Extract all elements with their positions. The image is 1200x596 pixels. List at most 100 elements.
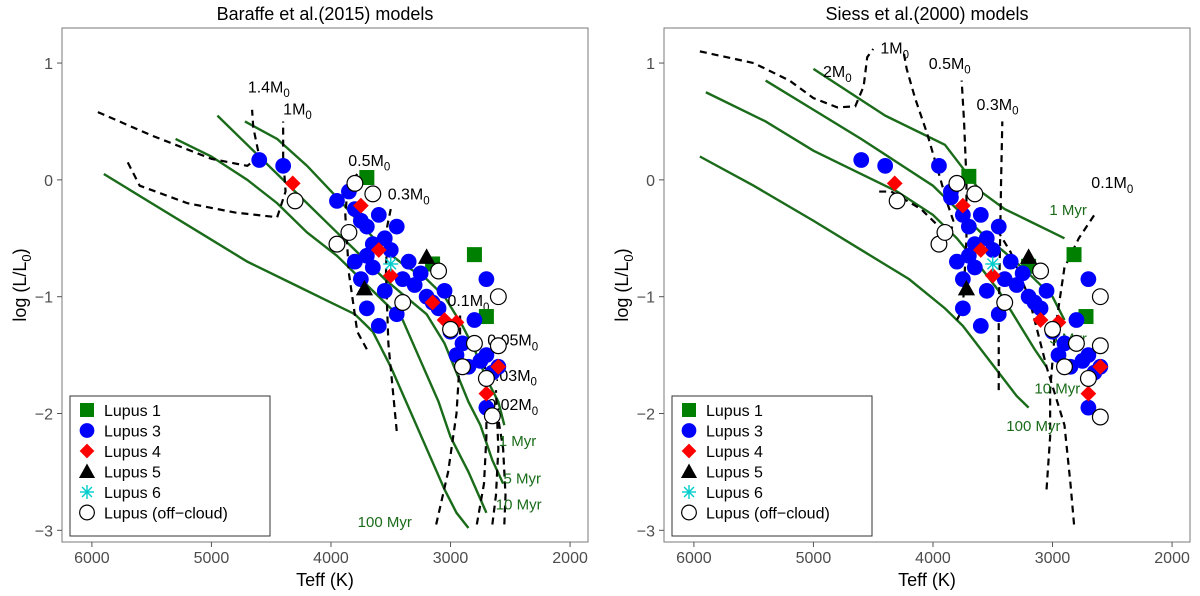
mass-track-label: 0.3M0 <box>977 97 1019 118</box>
data-point <box>417 248 436 264</box>
legend-label: Lupus 4 <box>706 444 763 461</box>
data-point <box>1067 334 1085 352</box>
data-point <box>355 279 374 296</box>
data-point <box>382 242 399 258</box>
data-point <box>454 335 471 352</box>
data-point <box>483 407 501 425</box>
data-points <box>853 152 1109 426</box>
data-point <box>966 185 984 203</box>
data-point <box>877 157 894 174</box>
legend-marker <box>79 423 95 438</box>
y-tick-label: −2 <box>35 407 53 424</box>
data-point <box>966 259 983 276</box>
data-point <box>383 256 399 272</box>
legend: Lupus 1 Lupus 3 Lupus 4 Lupus 5 Lupus 6 Lupus… <box>671 395 873 537</box>
isochrone-label: 100 Myr <box>1006 418 1060 435</box>
data-point <box>949 253 965 270</box>
y-tick-label: −3 <box>35 523 53 540</box>
data-point <box>972 318 989 334</box>
data-point <box>996 294 1014 311</box>
data-point <box>1038 282 1055 299</box>
data-point <box>1014 265 1031 282</box>
data-point <box>1091 337 1109 355</box>
data-point <box>424 294 441 311</box>
isochrone-label: 10 Myr <box>496 496 542 513</box>
data-point <box>1056 358 1073 376</box>
x-tick-label: 5000 <box>194 550 230 567</box>
data-point <box>478 385 495 402</box>
data-point <box>1044 320 1061 338</box>
data-point <box>466 247 482 263</box>
data-point <box>477 369 495 387</box>
mass-track-line <box>497 419 507 525</box>
legend-marker <box>681 423 697 438</box>
data-point <box>960 218 977 235</box>
isochrone-line <box>103 172 470 529</box>
data-point <box>251 152 268 168</box>
data-point <box>1080 347 1097 363</box>
y-tick-label: −2 <box>637 407 655 424</box>
isochrone-label: 1 Myr <box>499 433 537 450</box>
data-point <box>888 192 906 210</box>
data-point <box>358 300 375 317</box>
legend-label: Lupus 6 <box>706 485 763 502</box>
data-point <box>1019 248 1038 264</box>
mass-track-label: 0.1M0 <box>1091 175 1133 196</box>
mass-track-line <box>879 48 955 235</box>
data-point <box>382 267 399 284</box>
data-point <box>1092 358 1109 375</box>
data-point <box>436 282 453 299</box>
mass-track-line <box>997 231 1076 525</box>
mass-track-label: 2M0 <box>823 64 852 85</box>
data-point <box>284 175 301 192</box>
x-tick-label: 6000 <box>676 550 712 567</box>
isochrone-label: 100 Myr <box>358 514 412 531</box>
legend-marker <box>80 485 94 499</box>
legend: Lupus 1 Lupus 3 Lupus 4 Lupus 5 Lupus 6 Lupus… <box>69 395 271 537</box>
data-point <box>352 197 369 214</box>
x-axis-label: Teff (K) <box>296 570 354 590</box>
data-point <box>489 288 507 306</box>
data-point <box>954 300 971 317</box>
data-point <box>957 279 976 296</box>
x-tick-label: 2000 <box>1154 550 1190 567</box>
data-point <box>1079 369 1097 387</box>
mass-track-label: 0.5M0 <box>929 56 971 77</box>
data-point <box>478 309 494 325</box>
data-point <box>275 157 292 174</box>
y-tick-label: −3 <box>637 523 655 540</box>
data-point <box>984 267 1001 284</box>
data-point <box>1056 335 1073 352</box>
data-point <box>978 282 995 299</box>
data-point <box>936 223 954 241</box>
legend-label: Lupus 5 <box>104 465 161 482</box>
legend-label: Lupus 4 <box>104 444 161 461</box>
x-tick-label: 4000 <box>313 550 349 567</box>
data-point <box>1002 253 1019 270</box>
data-point <box>978 230 995 247</box>
legend-marker <box>682 485 696 499</box>
data-point <box>394 271 411 288</box>
data-point <box>1091 408 1109 426</box>
mass-track-label: 1.4M0 <box>248 79 290 100</box>
y-tick-label: −1 <box>637 290 655 307</box>
legend-label: Lupus 5 <box>706 465 763 482</box>
x-tick-label: 6000 <box>74 550 110 567</box>
y-tick-label: 0 <box>646 173 655 190</box>
y-tick-label: 1 <box>44 56 53 73</box>
data-point <box>388 218 405 235</box>
chart-title: Siess et al.(2000) models <box>825 4 1028 24</box>
data-point <box>961 168 977 184</box>
isochrone-line <box>699 155 1030 409</box>
legend-marker <box>681 504 697 521</box>
data-point <box>406 277 423 293</box>
data-point <box>346 174 364 192</box>
data-point <box>954 197 971 214</box>
data-point <box>954 207 971 223</box>
legend-label: Lupus 6 <box>104 485 161 502</box>
data-point <box>286 192 304 210</box>
legend-label: Lupus 1 <box>706 403 763 420</box>
x-tick-label: 4000 <box>915 550 951 567</box>
data-point <box>931 157 947 174</box>
